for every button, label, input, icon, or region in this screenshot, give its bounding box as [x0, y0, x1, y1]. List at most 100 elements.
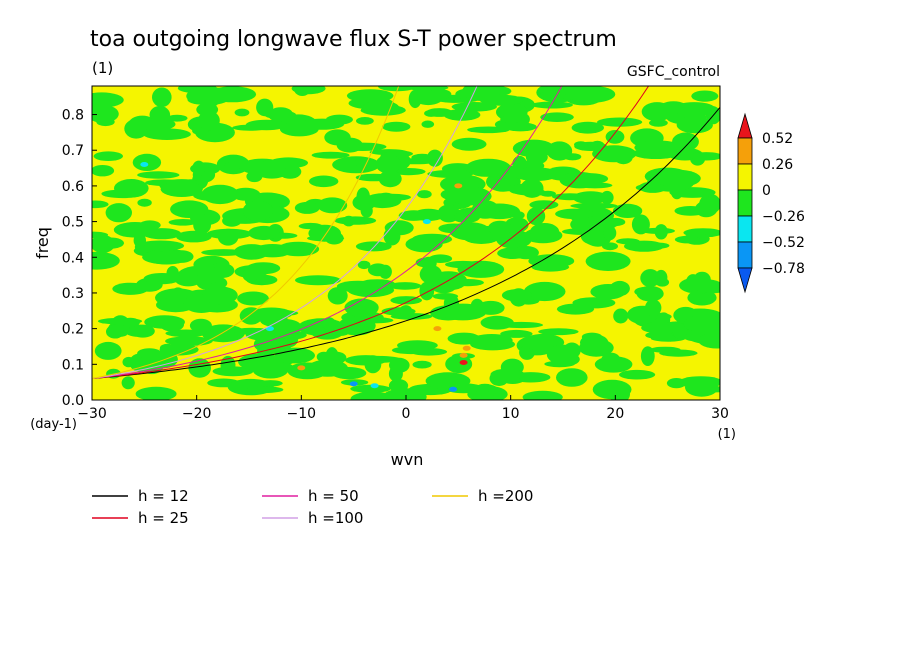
field-blob — [94, 341, 122, 360]
field-blob — [350, 391, 395, 400]
field-blob — [166, 266, 179, 281]
y-tick-label: 0.1 — [62, 357, 84, 373]
chart-title: toa outgoing longwave flux S-T power spe… — [90, 27, 617, 52]
field-blob — [666, 378, 686, 389]
field-blob — [165, 336, 213, 346]
dispersion-curves — [92, 86, 720, 380]
field-blob — [326, 351, 347, 364]
field-blob — [419, 264, 443, 284]
field-blob — [600, 190, 614, 205]
field-blob — [513, 246, 539, 260]
colorbar-label: −0.52 — [762, 235, 805, 251]
field-blob — [512, 211, 525, 220]
field-blob — [220, 355, 236, 374]
x-tick-label: −30 — [77, 406, 107, 422]
field-blob — [101, 189, 144, 199]
field-blob — [585, 251, 631, 271]
field-blob — [260, 160, 277, 176]
legend-label: h =100 — [308, 509, 363, 527]
field-blob — [427, 89, 452, 100]
field-blob — [166, 114, 188, 122]
field-blob — [546, 141, 573, 161]
field-blob — [592, 145, 637, 163]
field-blob — [113, 222, 157, 238]
field-blob — [561, 228, 601, 235]
field-blob — [531, 262, 570, 272]
field-blob — [242, 200, 274, 221]
field-blob — [160, 181, 203, 198]
field-blob — [202, 286, 238, 305]
field-speck — [297, 365, 306, 371]
field-blob — [294, 201, 320, 214]
field-blob — [555, 208, 595, 220]
field-blob — [599, 218, 621, 228]
field-blob — [356, 117, 374, 125]
field-blob — [92, 234, 115, 254]
field-blob — [217, 228, 239, 246]
x-tick-label: 30 — [711, 406, 729, 422]
field-blob — [649, 346, 681, 353]
field-blob — [672, 102, 716, 117]
y-tick-label: 0.3 — [62, 286, 84, 302]
x-unit-label: (1) — [718, 427, 736, 442]
field-blob — [568, 86, 616, 103]
field-speck — [140, 162, 149, 167]
field-blob — [408, 89, 422, 109]
field-blob — [683, 314, 720, 333]
field-blob — [231, 187, 261, 201]
field-blob — [571, 121, 604, 134]
field-blob — [445, 354, 473, 374]
field-blob — [488, 220, 512, 236]
field-blob — [201, 249, 247, 256]
field-blob — [250, 307, 293, 320]
field-blob — [417, 190, 432, 199]
x-axis-label: wvn — [391, 450, 424, 469]
field-blob — [641, 322, 684, 334]
field-blob — [590, 284, 626, 300]
field-blob — [525, 149, 548, 165]
field-speck — [422, 219, 431, 225]
field-blob — [439, 303, 487, 321]
field-blob — [540, 91, 566, 98]
field-speck — [370, 383, 379, 389]
field-blob — [350, 384, 391, 393]
field-blob — [311, 151, 350, 159]
field-blob — [412, 360, 432, 369]
field-blob — [390, 313, 433, 320]
field-blob — [93, 151, 124, 161]
field-blob — [634, 140, 683, 155]
colorbar-segment — [737, 163, 753, 191]
field-blob — [672, 323, 688, 339]
field-blob — [540, 190, 556, 197]
colorbar-segment — [737, 215, 753, 243]
field-blob — [120, 317, 140, 328]
x-tick-label: 0 — [402, 406, 411, 422]
field-blob — [375, 154, 402, 174]
field-blob — [415, 257, 435, 268]
field-blob — [92, 92, 124, 108]
power-spectrum-field — [92, 86, 720, 400]
field-blob — [350, 216, 365, 224]
field-blob — [597, 117, 643, 127]
field-blob — [552, 193, 588, 201]
field-speck — [449, 386, 458, 392]
field-blob — [389, 357, 410, 373]
dispersion-curve — [92, 106, 720, 380]
field-blob — [110, 330, 128, 337]
field-blob — [309, 175, 339, 188]
y-tick-label: 0.4 — [62, 250, 84, 266]
field-blob — [234, 108, 250, 117]
field-blob — [295, 275, 341, 286]
field-blob — [699, 193, 720, 214]
field-blob — [444, 374, 458, 390]
legend-label: h = 50 — [308, 487, 359, 505]
x-tick-label: −10 — [287, 406, 317, 422]
field-blob — [157, 250, 176, 263]
field-blob — [176, 230, 212, 243]
field-blob — [572, 297, 616, 309]
field-blob — [451, 102, 497, 112]
field-blob — [454, 212, 468, 222]
field-blob — [398, 210, 429, 221]
field-blob — [512, 155, 527, 173]
field-blob — [105, 203, 132, 223]
